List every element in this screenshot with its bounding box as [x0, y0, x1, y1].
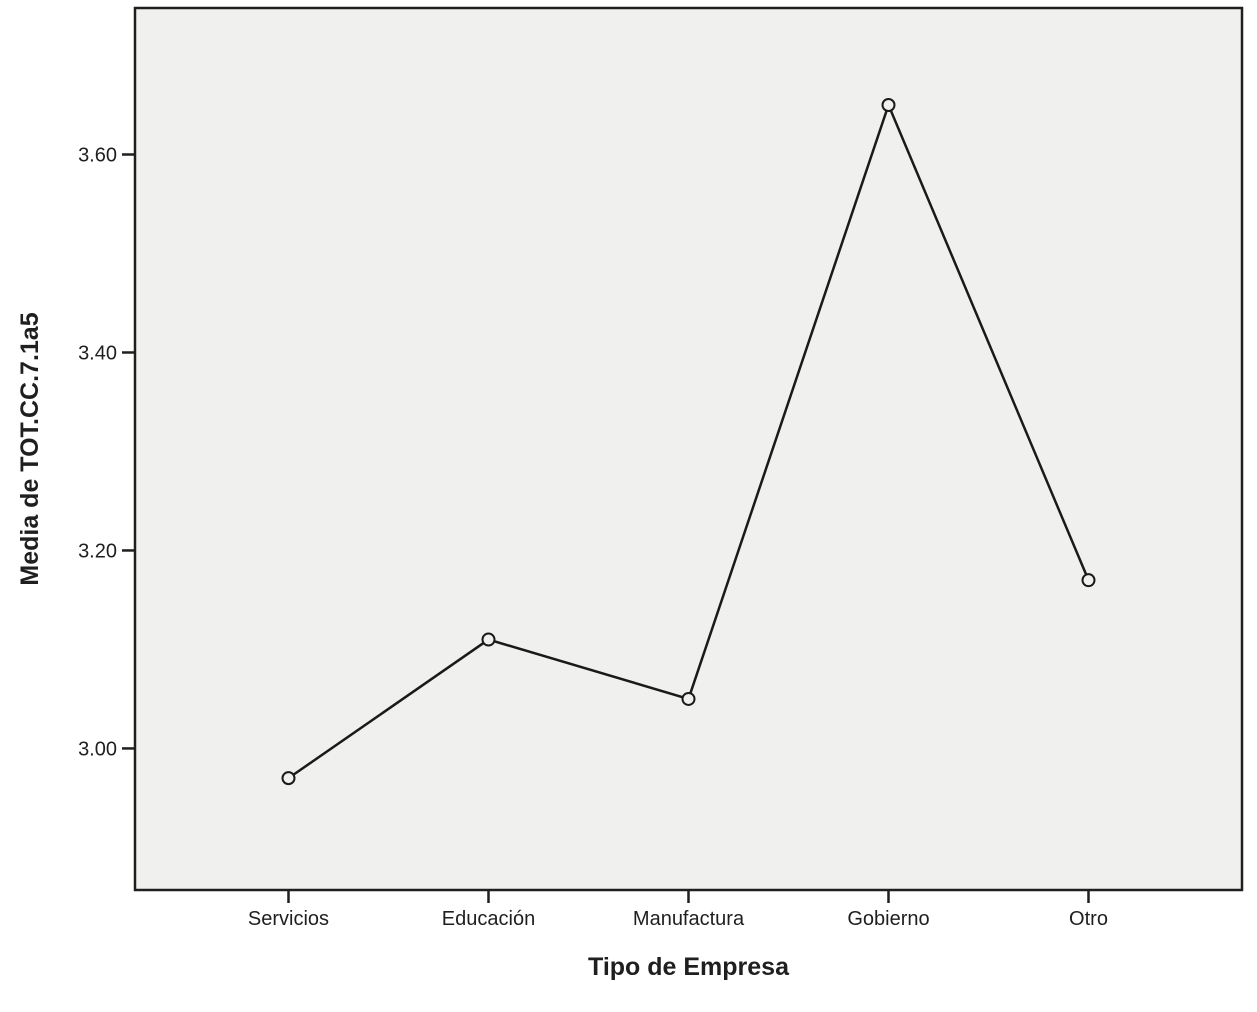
data-point-marker: [1081, 573, 1096, 588]
y-axis-tick-label: 3.00: [78, 738, 117, 760]
data-point-marker: [681, 691, 696, 706]
x-axis-category-label: Gobierno: [847, 908, 929, 930]
x-axis-category-label: Manufactura: [633, 908, 745, 930]
y-axis-title: Media de TOT.CC.7.1a5: [16, 312, 44, 585]
y-axis-tick-label: 3.40: [78, 342, 117, 364]
y-axis-tick-label: 3.20: [78, 540, 117, 562]
plot-frame: [133, 6, 1244, 892]
data-point-marker: [481, 632, 496, 647]
x-axis-category-label: Servicios: [248, 908, 329, 930]
plot-area-panel: [135, 8, 1242, 890]
data-point-marker: [881, 98, 896, 113]
y-axis-tick-label: 3.60: [78, 145, 117, 167]
x-axis-category-label: Otro: [1069, 908, 1108, 930]
data-point-marker: [281, 771, 296, 786]
x-axis-category-label: Educación: [442, 908, 535, 930]
x-axis-title: Tipo de Empresa: [588, 953, 790, 981]
